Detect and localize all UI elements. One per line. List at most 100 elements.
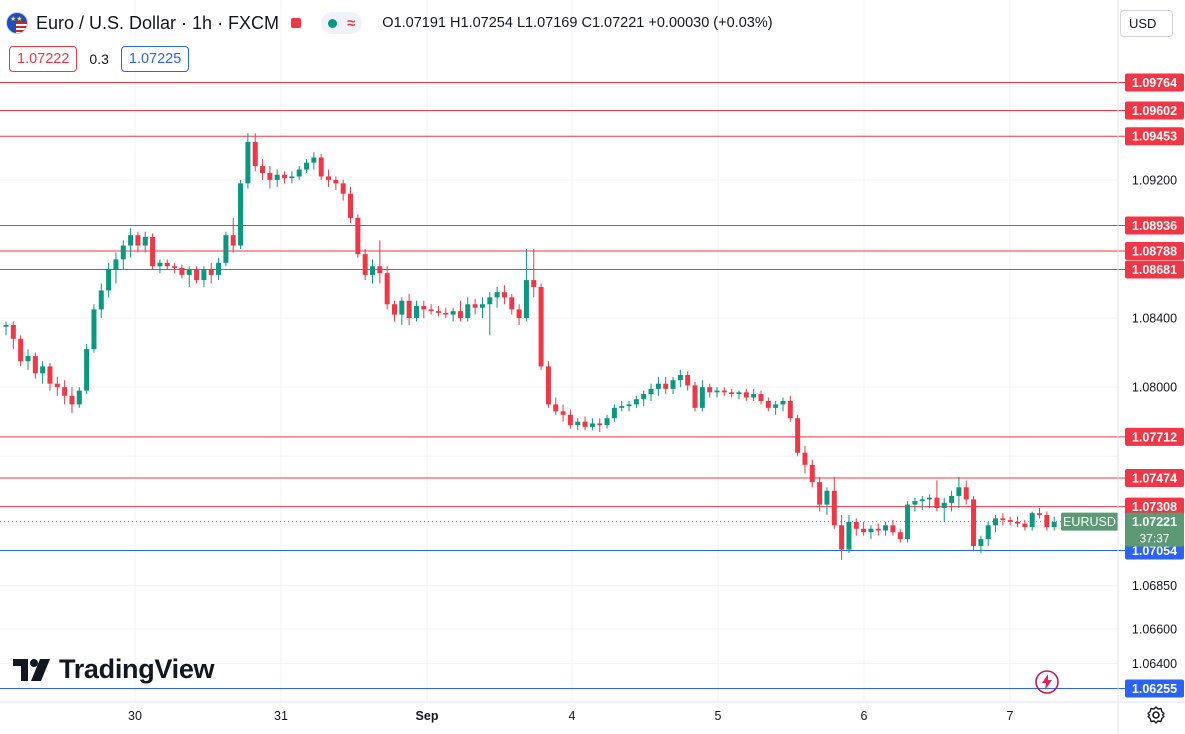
sell-price-button[interactable]: 1.07222 — [9, 46, 78, 72]
candle — [824, 487, 830, 515]
candle — [54, 376, 60, 396]
candle-body — [890, 525, 896, 533]
chart-header: ★★ Euro / U.S. Dollar · 1h · FXCM ≈ O1.0… — [6, 10, 773, 36]
candle — [685, 371, 691, 391]
candle-body — [76, 390, 82, 405]
candle — [333, 176, 339, 191]
candle — [267, 166, 273, 189]
candle-body — [150, 236, 156, 267]
candle — [560, 404, 566, 422]
candle — [348, 186, 354, 224]
candle-body — [208, 269, 214, 275]
candle — [1007, 516, 1013, 526]
market-status-icon[interactable] — [291, 18, 302, 28]
candle — [289, 171, 295, 184]
candle — [648, 383, 654, 401]
ohlc-low: L1.07169 — [516, 15, 578, 31]
candle — [765, 397, 771, 412]
candle-body — [633, 399, 639, 405]
candle-body — [230, 235, 236, 246]
level-label-bg-1.07474 — [1125, 468, 1184, 487]
currency-selector[interactable]: USD — [1120, 10, 1173, 37]
candle — [113, 252, 119, 284]
candle — [377, 240, 383, 284]
candle-body — [413, 305, 419, 319]
candle — [194, 266, 200, 284]
level-label-1.08681: 1.08681 — [1132, 263, 1177, 277]
candle-body — [238, 183, 244, 246]
candle — [897, 528, 903, 543]
buy-price-button[interactable]: 1.07225 — [120, 46, 190, 72]
candle-body — [861, 528, 867, 533]
candle — [853, 518, 859, 536]
candle-body — [326, 176, 332, 180]
candle — [399, 297, 405, 325]
level-label-1.07054: 1.07054 — [1132, 544, 1177, 558]
time-tick-label: 6 — [861, 709, 868, 723]
candle-body — [868, 528, 874, 533]
horizontal-levels: 1.09764 1.09602 1.09453 1.08936 1.08788 1.086… — [0, 73, 1184, 698]
level-label-1.08788: 1.08788 — [1132, 245, 1177, 259]
candle — [465, 297, 471, 322]
level-label-1.09602: 1.09602 — [1132, 104, 1177, 118]
candle — [927, 494, 933, 509]
tradingview-logo[interactable]: TradingView — [13, 654, 215, 685]
candle-body — [531, 280, 537, 287]
symbol-tag: EURUSD — [1063, 515, 1116, 529]
symbol-title[interactable]: Euro / U.S. Dollar · 1h · FXCM — [36, 12, 280, 33]
candle — [25, 349, 31, 370]
candle-body — [54, 383, 60, 388]
candle — [516, 304, 522, 325]
candle — [751, 388, 757, 401]
candle-body — [428, 309, 434, 312]
candle-body — [1015, 521, 1021, 524]
candles — [3, 133, 1057, 560]
tradingview-mark-icon — [13, 658, 50, 681]
candle-body — [391, 304, 397, 315]
candle-body — [619, 406, 625, 408]
candle-body — [1044, 514, 1050, 528]
candle — [758, 390, 764, 405]
candle-body — [707, 387, 713, 393]
candle — [582, 416, 588, 431]
candle-body — [560, 411, 566, 415]
candle — [531, 248, 537, 298]
candle-body — [32, 356, 38, 374]
candle-body — [465, 304, 471, 319]
candle — [736, 390, 742, 400]
candle-body — [172, 266, 178, 268]
candle — [106, 262, 112, 298]
candle-body — [311, 157, 317, 163]
candle-body — [553, 404, 559, 412]
candle-body — [1007, 520, 1013, 522]
candle — [69, 387, 75, 414]
candle-body — [186, 269, 192, 275]
time-tick-label: 31 — [274, 709, 288, 723]
settings-gear-icon[interactable] — [1146, 705, 1166, 725]
lightning-bolt-icon[interactable] — [1034, 669, 1060, 695]
candle-body — [912, 501, 918, 505]
candle — [780, 397, 786, 412]
candle — [861, 521, 867, 536]
candle — [875, 523, 881, 536]
time-tick-label: Sep — [416, 709, 439, 723]
ohlc-high: H1.07254 — [450, 15, 513, 31]
candle-body — [824, 490, 830, 505]
candle-body — [355, 217, 361, 255]
candle — [216, 257, 222, 281]
candle-body — [406, 300, 412, 319]
indicator-pill[interactable]: ≈ — [321, 12, 363, 34]
level-label-bg-1.06255 — [1125, 679, 1184, 698]
candle-body — [289, 176, 295, 179]
candle — [949, 490, 955, 512]
candle — [91, 304, 97, 353]
candle — [1000, 513, 1006, 526]
candle — [260, 159, 266, 180]
candle — [311, 152, 317, 170]
logo-wordmark: TradingView — [59, 654, 215, 684]
level-label-bg-1.08936 — [1125, 216, 1184, 235]
candle — [296, 166, 302, 180]
price-tick-label: 1.09200 — [1132, 173, 1177, 187]
